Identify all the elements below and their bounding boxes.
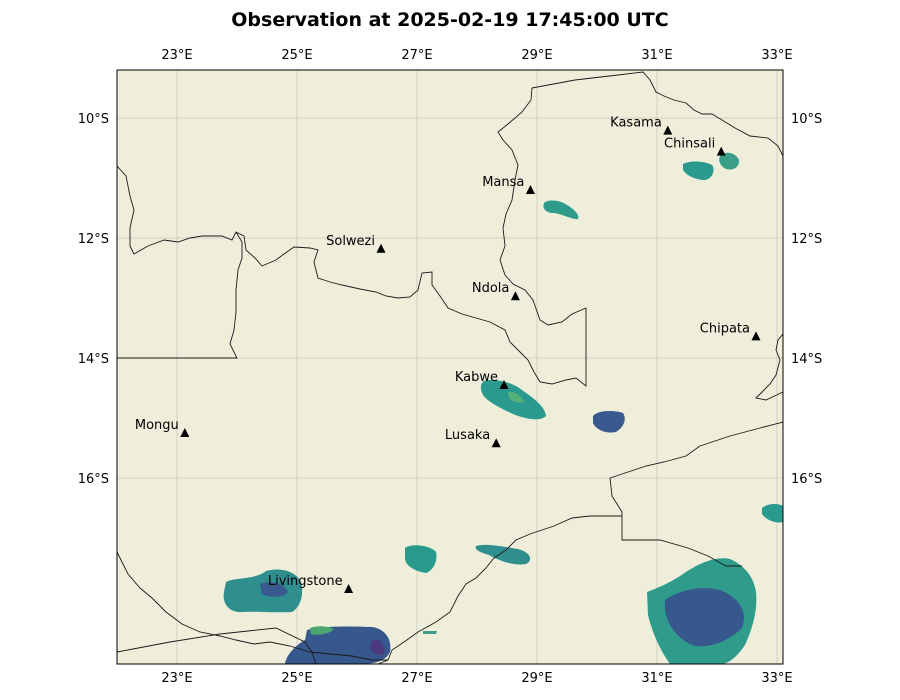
radar-echo-southeast-core <box>665 588 744 647</box>
radar-echo-mansa-east <box>543 200 579 220</box>
radar-echo-lusaka-south <box>475 544 531 565</box>
y-tick-label-left: 12°S <box>78 232 109 247</box>
city-marker-icon <box>491 438 501 448</box>
radar-echo-kasama-east <box>683 161 714 180</box>
axis-tick-labels: 23°E 23°E 25°E 25°E 27°E 27°E 29°E 29°E 31°E 31°E… <box>78 48 823 686</box>
x-tick-label-top: 29°E <box>521 48 552 63</box>
border-zambezi <box>377 515 622 664</box>
radar-echo-central-core <box>508 391 524 403</box>
city-marker-icon <box>525 185 535 194</box>
radar-echo-livingstone <box>285 626 391 664</box>
x-tick-label-bottom: 23°E <box>161 671 192 686</box>
map-title: Observation at 2025-02-19 17:45:00 UTC <box>231 9 669 31</box>
city-marker-icon <box>510 291 520 301</box>
x-tick-label-bottom: 31°E <box>641 671 672 686</box>
city-marker-icon <box>344 584 354 593</box>
x-tick-label-bottom: 27°E <box>401 671 432 686</box>
x-tick-label-bottom: 33°E <box>761 671 792 686</box>
y-tick-label-right: 10°S <box>791 112 822 127</box>
radar-echo-eastern <box>593 411 625 433</box>
radar-echo-small <box>423 631 437 634</box>
map-frame <box>116 69 784 665</box>
city-marker-icon <box>663 125 673 135</box>
city-label: Chinsali <box>664 137 715 152</box>
city-label: Solwezi <box>326 234 375 249</box>
city-marker-icon <box>499 380 509 389</box>
city-label: Kasama <box>610 116 662 131</box>
x-tick-label-top: 27°E <box>401 48 432 63</box>
border-mozambique <box>609 421 783 567</box>
y-tick-label-left: 10°S <box>78 112 109 127</box>
x-tick-label-top: 25°E <box>281 48 312 63</box>
y-tick-label-left: 14°S <box>78 352 109 367</box>
city-label: Livingstone <box>268 574 343 589</box>
y-tick-label-right: 16°S <box>791 472 822 487</box>
radar-echo-far-east <box>762 503 783 523</box>
city-label: Lusaka <box>445 428 490 443</box>
city-label: Mongu <box>135 418 179 433</box>
city-marker-icon <box>180 428 190 437</box>
city-label: Ndola <box>472 281 510 296</box>
precipitation-layer <box>223 152 783 664</box>
radar-echo-livingstone-edge <box>310 626 334 635</box>
land-background <box>117 70 783 664</box>
y-tick-label-left: 16°S <box>78 472 109 487</box>
city-label: Kabwe <box>455 370 498 385</box>
radar-echo-kafue <box>405 545 437 573</box>
x-tick-label-bottom: 29°E <box>521 671 552 686</box>
y-tick-label-right: 12°S <box>791 232 822 247</box>
radar-echo-livingstone-purple <box>370 639 385 655</box>
radar-echo-west-core <box>260 582 288 597</box>
y-tick-label-right: 14°S <box>791 352 822 367</box>
x-tick-label-bottom: 25°E <box>281 671 312 686</box>
city-label: Chipata <box>700 321 750 336</box>
city-label: Mansa <box>482 175 524 190</box>
border-lines <box>117 71 783 664</box>
x-tick-label-top: 23°E <box>161 48 192 63</box>
x-tick-label-top: 33°E <box>761 48 792 63</box>
city-marker-icon <box>376 243 386 253</box>
x-tick-label-top: 31°E <box>641 48 672 63</box>
radar-echo-kasama-east <box>719 152 740 170</box>
border-southwest <box>117 551 388 661</box>
border-north <box>531 71 783 157</box>
border-malawi <box>755 333 783 401</box>
border-caprivi <box>117 627 317 664</box>
border-luapula <box>117 87 587 387</box>
border-angola-east <box>117 231 243 359</box>
city-marker-icon <box>716 146 726 156</box>
city-marker-icon <box>751 331 761 341</box>
